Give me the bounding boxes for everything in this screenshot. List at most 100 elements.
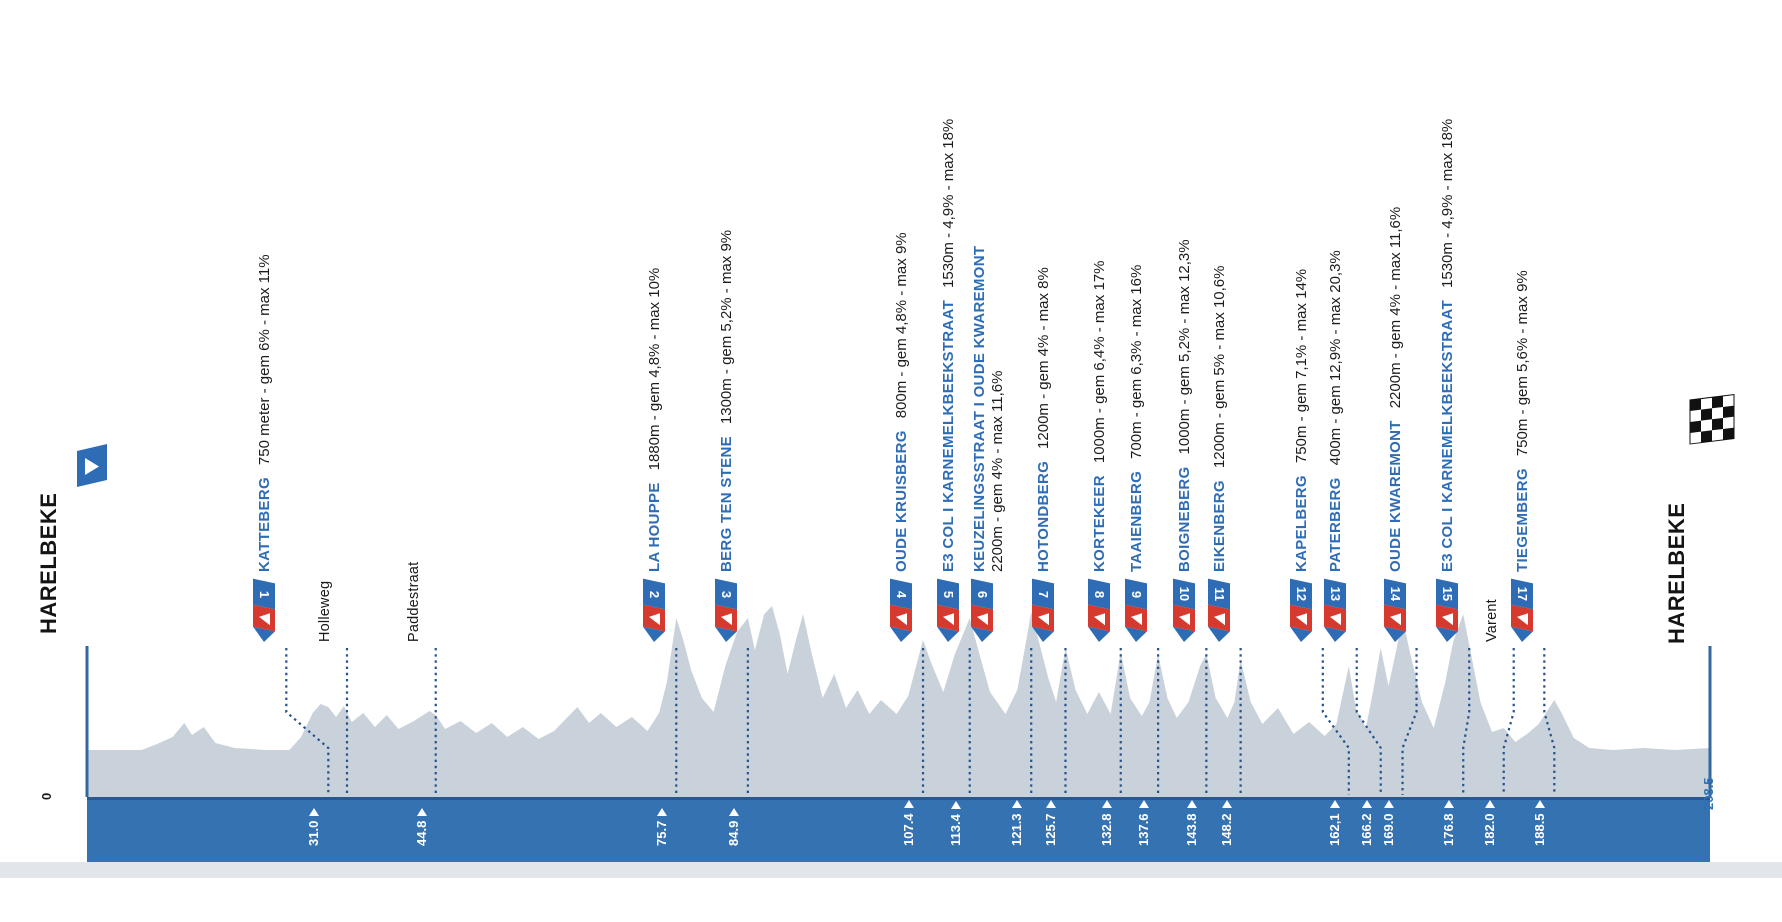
marker-name: EIKENBERG [1210,480,1228,572]
marker-stats: 750 meter - gem 6% - max 11% [255,254,273,466]
km-label: 75.7 [654,807,670,846]
km-value: 84.9 [725,820,741,846]
connector-line [1462,648,1471,795]
climb-flag-icon: 8 [1087,578,1110,645]
climb-flag-icon: 4 [890,578,913,645]
km-value: 125.7 [1043,813,1059,846]
climb-label-katteberg: 1 KATTEBERG 750 meter - gem 6% - max 11% [253,254,276,645]
km-marker-triangle [1535,800,1546,809]
km-label: 121.3 [1009,800,1025,846]
km-value: 166.2 [1358,813,1374,846]
marker-name: Paddestraat [405,561,422,642]
climb-number: 11 [1207,578,1230,610]
climb-label-e3-col-i-karnemelkbeekstraat: 5 E3 COL I KARNEMELKBEEKSTRAAT 1530m - 4,9… [936,119,959,645]
marker-stats: 800m - gem 4,8% - max 9% [892,232,910,419]
marker-name: Varent [1483,599,1500,642]
road-label-varent: Varent [1481,599,1503,642]
climb-flag-icon: 11 [1207,578,1230,645]
km-label: 113.4 [947,801,963,846]
marker-name: KORTEKEER [1090,475,1108,572]
climb-flag-icon: 1 [253,578,276,645]
climb-flag-icon: 13 [1323,578,1346,645]
marker-name: PATERBERG [1326,477,1344,572]
km-marker-triangle [728,807,739,816]
km-label: 162,1 [1326,800,1342,846]
climb-number: 4 [890,578,913,610]
marker-name: TAAIENBERG [1127,470,1145,572]
start-km-label: 0 [39,792,54,800]
climb-number: 3 [714,578,737,610]
km-label: 169.0 [1380,800,1396,846]
climb-label-paterberg: 13 PATERBERG 400m - gem 12,9% - max 20,3% [1323,250,1346,645]
marker-name: OUDE KRUISBERG [892,430,910,572]
climb-flag-icon: 6 [971,578,994,645]
connector-line [1401,648,1418,795]
marker-stats: 400m - gem 12,9% - max 20,3% [1326,250,1344,466]
climb-label-e3-col-i-karnemelkbeekstraat: 15 E3 COL I KARNEMELKBEEKSTRAAT 1530m - 4,… [1436,118,1459,645]
km-label: 107.4 [901,800,916,846]
km-value: 132.8 [1098,813,1114,846]
marker-name: OUDE KWAREMONT [1386,420,1404,572]
km-marker-triangle [657,807,668,816]
km-value: 182.0 [1481,813,1497,846]
climb-flag-icon: 9 [1125,578,1148,645]
km-value: 176.8 [1441,813,1457,846]
road-label-paddestraat: Paddestraat [403,562,425,642]
climb-flag-icon: 17 [1511,578,1534,645]
start-flag-icon [77,444,107,487]
km-value: 31.0 [306,820,322,846]
connector-line [1502,648,1515,795]
marker-name: E3 COL I KARNEMELKBEEKSTRAAT [939,299,957,572]
marker-name: KAPELBERG [1292,475,1310,572]
climb-label-oude-kwaremont: 14 OUDE KWAREMONT 2200m - gem 4% - max 11,… [1383,207,1406,645]
climb-number: 5 [936,578,959,610]
km-value: 169.0 [1380,813,1396,846]
marker-name: BOIGNEBERG [1175,466,1193,572]
km-marker-triangle [950,801,961,810]
connector-line [285,648,330,795]
bottom-strip [0,862,1782,878]
km-marker-triangle [1221,800,1232,809]
km-label: 125.7 [1043,800,1059,846]
climb-number: 15 [1436,578,1459,610]
km-value: 188.5 [1532,813,1548,846]
climb-number: 9 [1125,578,1148,610]
elevation-profile [87,606,1710,797]
climb-number: 1 [253,578,276,610]
km-value: 121.3 [1009,813,1025,846]
km-marker-triangle [904,800,915,809]
km-marker-triangle [1012,800,1023,809]
marker-name: KEUZELINGSSTRAAT I OUDE KWAREMONT [971,245,989,572]
km-value: 75.7 [654,820,670,846]
km-marker-triangle [1383,800,1394,809]
km-marker-triangle [1329,800,1340,809]
climb-flag-icon: 10 [1173,578,1196,645]
km-marker-triangle [1484,800,1495,809]
km-marker-triangle [1046,800,1057,809]
climb-number: 17 [1511,578,1534,610]
km-marker-triangle [1139,800,1150,809]
marker-stats: 1000m - gem 5,2% - max 12,3% [1175,239,1193,455]
km-marker-triangle [309,807,320,816]
km-marker-triangle [416,807,427,816]
distance-bar [87,797,1710,862]
marker-name: Holleweg [316,580,333,642]
marker-stats: 1200m - gem 5% - max 10,6% [1210,265,1228,469]
marker-name: KATTEBERG [255,477,273,572]
connector-line [1355,648,1382,795]
km-label: 143.8 [1184,800,1199,846]
marker-stats: 1530m - 4,9% - max 18% [1438,118,1456,288]
climb-label-kortekeer: 8 KORTEKEER 1000m - gem 6,4% - max 17% [1087,261,1110,645]
connector-line [1321,648,1350,795]
climb-label-hotondberg: 7 HOTONDBERG 1200m - gem 4% - max 8% [1032,267,1055,645]
km-label: 188.5 [1532,800,1548,846]
km-label: 148.2 [1219,800,1234,846]
climb-number: 12 [1289,578,1312,610]
climb-number: 10 [1173,578,1196,610]
climb-label-kapelberg: 12 KAPELBERG 750m - gem 7,1% - max 14% [1289,269,1312,645]
km-value: 113.4 [947,814,963,846]
climb-connector-lines [285,648,1556,795]
km-value: 162,1 [1326,813,1342,846]
